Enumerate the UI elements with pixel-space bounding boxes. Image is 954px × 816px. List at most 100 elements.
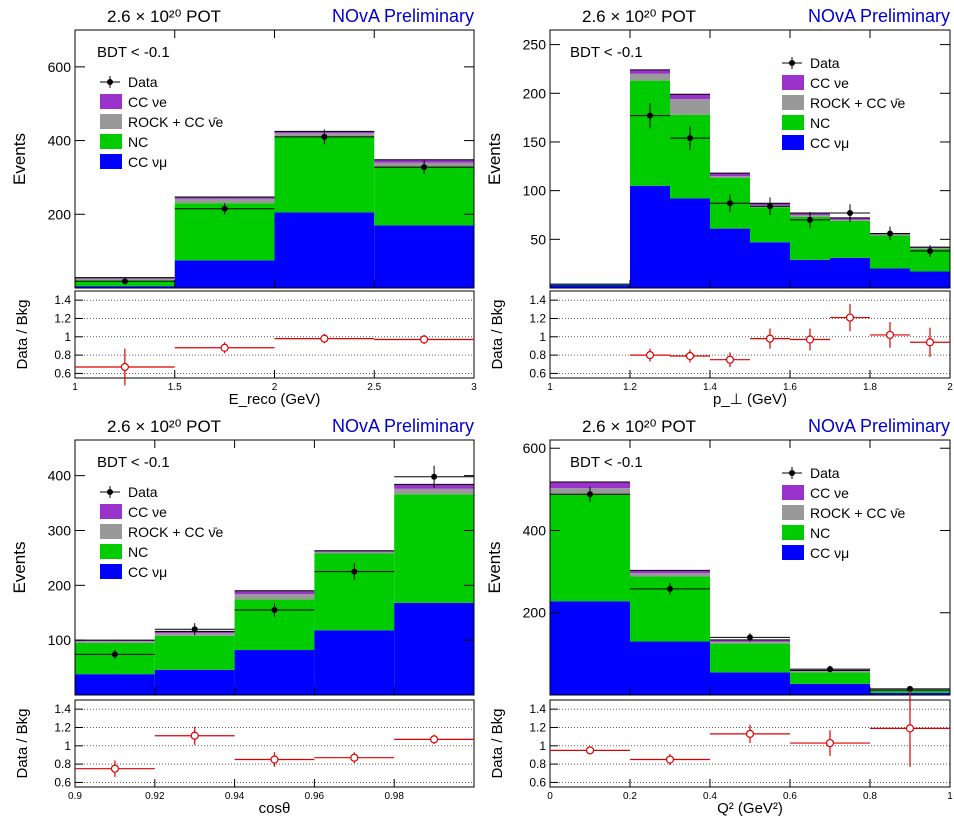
ratio-y-tick-label: 0.8	[54, 757, 71, 771]
ratio-y-tick-label: 0.6	[529, 366, 546, 380]
bar-nc	[154, 635, 235, 670]
ratio-y-tick-label: 1.2	[54, 311, 71, 325]
bar-numu	[670, 198, 710, 288]
ratio-y-tick-label: 1.4	[54, 293, 71, 307]
x-tick-label: 1.4	[703, 382, 717, 393]
bar-nue	[630, 570, 710, 574]
data-point	[687, 135, 693, 142]
x-tick-label: 0	[547, 791, 553, 802]
x-tick-label: 0.4	[703, 791, 717, 802]
ratio-point	[805, 335, 815, 344]
panel-4: 200 400 600 0.6 0.8 1 1.2 1.4 0 0.2 0.4 0.6 0.8 1 Even…	[485, 416, 953, 816]
y-axis-label: Events	[10, 542, 29, 594]
legend-swatch-rock	[100, 114, 122, 129]
ratio-point	[665, 755, 675, 764]
bar-numu	[750, 242, 790, 288]
legend-label: NC	[128, 134, 148, 150]
bar-nc	[550, 494, 630, 602]
ratio-y-tick-label: 0.8	[54, 348, 71, 362]
y-axis-label: Events	[485, 542, 504, 594]
x-tick-label: 0.9	[68, 791, 82, 802]
y-tick-label: 100	[523, 183, 547, 199]
bar-numu	[710, 672, 790, 695]
ratio-y-axis-label: Data / Bkg	[14, 299, 31, 369]
ratio-point	[825, 738, 835, 748]
y-tick-label: 400	[48, 133, 72, 149]
bar-nc	[394, 494, 474, 603]
bar-nc	[870, 235, 910, 269]
panel-2: 50 100 150 200 250 0.6 0.8 1 1.2 1.4 1 1.2 1.4 1.6 1.8…	[485, 6, 953, 408]
bar-numu	[274, 212, 375, 288]
ratio-point	[585, 746, 595, 755]
y-tick-label: 200	[523, 85, 547, 101]
x-tick-label: 0.6	[783, 791, 797, 802]
ratio-y-tick-label: 1.2	[529, 720, 546, 734]
x-tick-label: 1	[947, 791, 953, 802]
data-point	[847, 210, 853, 217]
bar-nue	[314, 550, 395, 552]
data-point	[111, 651, 118, 658]
data-point	[271, 607, 278, 613]
legend-swatch-rock	[100, 524, 122, 539]
pot-label: 2.6 × 10²⁰ POT	[107, 7, 221, 26]
ratio-y-axis-label: Data / Bkg	[489, 708, 506, 778]
legend-label: Data	[810, 465, 840, 481]
legend-marker-data-dot	[107, 489, 113, 495]
y-tick-label: 400	[523, 522, 547, 538]
y-tick-label: 300	[48, 522, 72, 538]
legend-swatch-nue	[100, 94, 122, 109]
preliminary-label: NOvA Preliminary	[808, 6, 950, 26]
ratio-point	[645, 351, 655, 360]
legend-swatch-numu	[100, 564, 122, 579]
ratio-y-tick-label: 0.6	[54, 775, 71, 789]
data-point	[587, 491, 593, 498]
bar-nue	[75, 277, 175, 279]
y-tick-label: 600	[523, 440, 547, 456]
bar-nue	[550, 481, 630, 489]
ratio-y-tick-label: 0.6	[54, 366, 71, 380]
legend-swatch-nc	[100, 544, 122, 559]
bar-nue	[234, 590, 315, 595]
bar-numu	[314, 630, 395, 695]
legend-marker-data-dot	[789, 470, 795, 476]
bar-rock	[710, 641, 790, 644]
legend-label: ROCK + CC ν̄e	[128, 524, 224, 540]
legend-label: CC νμ	[128, 564, 167, 580]
legend-label: NC	[810, 525, 830, 541]
legend-label: CC νe	[128, 504, 167, 520]
bar-numu	[830, 257, 870, 288]
x-tick-label: 1.6	[783, 382, 797, 393]
preliminary-label: NOvA Preliminary	[332, 416, 474, 436]
bar-nc	[790, 672, 870, 684]
legend-label: CC νe	[128, 94, 167, 110]
data-point	[667, 585, 673, 592]
ratio-point	[925, 338, 935, 347]
x-tick-label: 0.98	[384, 791, 404, 802]
bar-numu	[550, 285, 630, 288]
x-axis-label: Q² (GeV²)	[717, 800, 783, 816]
bar-numu	[174, 260, 275, 288]
data-point	[647, 112, 653, 119]
bar-nc	[274, 136, 375, 213]
ratio-y-tick-label: 0.6	[529, 775, 546, 789]
bar-rock	[670, 99, 710, 115]
y-axis-label: Events	[10, 133, 29, 185]
bar-nc	[630, 80, 670, 186]
ratio-point	[350, 753, 359, 762]
ratio-y-tick-label: 1	[539, 739, 546, 753]
data-point	[351, 568, 358, 575]
x-tick-label: 0.2	[623, 791, 637, 802]
legend-swatch-nc	[100, 134, 122, 149]
data-point	[747, 634, 753, 641]
legend-label: CC νe	[810, 485, 849, 501]
bar-numu	[710, 228, 750, 288]
ratio-y-tick-label: 0.8	[529, 757, 546, 771]
x-tick-label: 0.92	[145, 791, 165, 802]
legend-swatch-nue	[100, 504, 122, 519]
x-tick-label: 1	[547, 382, 553, 393]
ratio-y-tick-label: 1.4	[529, 702, 546, 716]
ratio-y-axis-label: Data / Bkg	[14, 708, 31, 778]
bar-numu	[154, 669, 235, 695]
bar-rock	[75, 641, 155, 643]
y-tick-label: 600	[48, 59, 72, 75]
